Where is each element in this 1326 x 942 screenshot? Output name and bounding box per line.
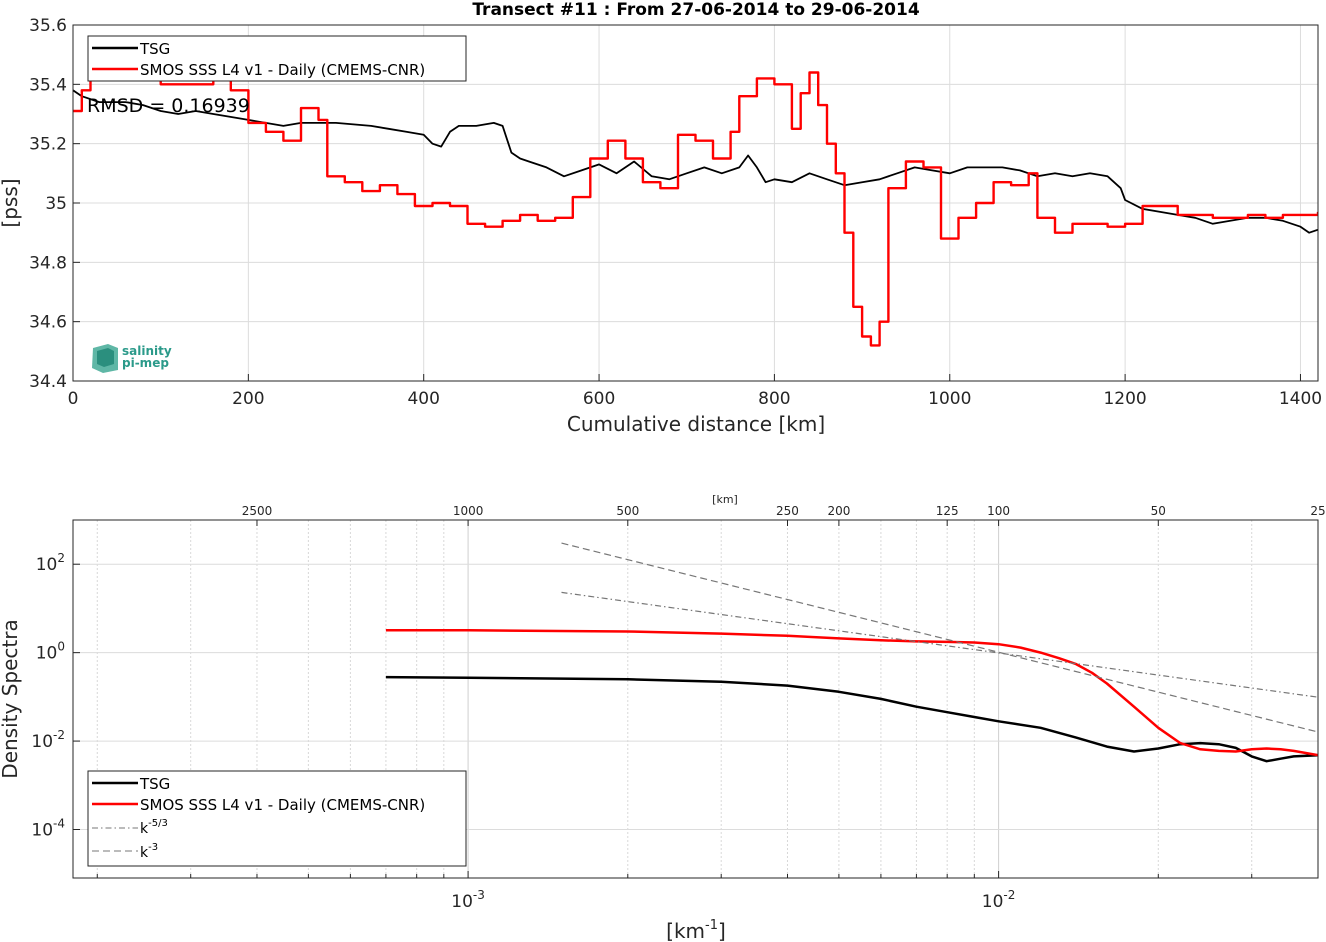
bottom-series-smos-line — [385, 629, 1318, 757]
bottom-y-tick-exp: 2 — [57, 551, 65, 565]
bottom-x-tick-exp: -2 — [1003, 888, 1015, 902]
top-y-tick-label: 35.2 — [29, 135, 67, 155]
top-grid — [73, 25, 1318, 381]
bottom-y-tick-base: 10 — [31, 821, 53, 841]
top-x-tick-label: 200 — [232, 389, 264, 409]
bottom-top-axis-tick-label: 200 — [827, 504, 850, 518]
logo-text-line2: pi-mep — [122, 356, 169, 370]
legend-k3-base: k — [140, 845, 149, 861]
bottom-y-tick-base: 10 — [31, 732, 53, 752]
bottom-top-axis-tick-label: 125 — [936, 504, 959, 518]
top-x-tick-label: 1400 — [1279, 389, 1322, 409]
logo-icon-dark — [97, 348, 114, 367]
top-y-axis-label: [pss] — [0, 178, 22, 227]
bottom-y-tick-base: 10 — [36, 644, 58, 664]
top-legend-label-tsg: TSG — [139, 40, 170, 58]
bottom-y-tick-label: 10-2 — [31, 728, 65, 752]
bottom-x-tick-exp: -3 — [473, 888, 485, 902]
bottom-plot-clip — [385, 542, 1318, 763]
bottom-top-axis-tick-label: 25 — [1310, 504, 1325, 518]
top-y-tick-label: 34.8 — [29, 253, 67, 273]
top-tick-labels: 0 200 400 600 800 1000 1200 1400 34.4 34.6 34.8 35 3… — [29, 16, 1322, 409]
bottom-x-tick-label: 10-2 — [982, 888, 1016, 912]
bottom-y-tick-exp: 0 — [57, 640, 65, 654]
legend-k53-exp: -5/3 — [148, 818, 168, 829]
bottom-legend-label-k53: k-5/3 — [140, 818, 168, 837]
top-panel: Transect #11 : From 27-06-2014 to 29-06-… — [0, 0, 1322, 436]
top-series-tsg-line — [73, 89, 1318, 234]
bottom-x-axis-label-exp: -1 — [705, 918, 718, 933]
bottom-y-tick-label: 100 — [36, 640, 65, 664]
bottom-x-tick-base: 10 — [451, 892, 473, 912]
top-series-smos-line — [73, 65, 1318, 347]
bottom-top-axis-tick-label: 100 — [987, 504, 1010, 518]
bottom-y-tick-base: 10 — [36, 555, 58, 575]
top-x-tick-label: 0 — [68, 389, 79, 409]
top-y-tick-label: 34.6 — [29, 313, 67, 333]
legend-k53-base: k — [140, 821, 149, 837]
bottom-legend-box — [87, 770, 467, 867]
bottom-series-k3-line — [561, 542, 1318, 733]
top-series-layer — [73, 65, 1318, 347]
bottom-legend-label-smos: SMOS SSS L4 v1 - Daily (CMEMS-CNR) — [140, 796, 425, 814]
top-chart-title: Transect #11 : From 27-06-2014 to 29-06-… — [472, 0, 920, 20]
top-x-tick-label: 400 — [407, 389, 439, 409]
bottom-top-axis-tick-label: 1000 — [453, 504, 484, 518]
bottom-y-tick-exp: -2 — [53, 728, 65, 742]
logo-text-line1: salinity — [122, 344, 172, 358]
bottom-top-axis-tick-label: 2500 — [242, 504, 273, 518]
rmsd-annotation: RMSD = 0.16939 — [87, 95, 250, 117]
bottom-y-tick-label: 10-4 — [31, 817, 65, 841]
bottom-x-tick-base: 10 — [982, 892, 1004, 912]
bottom-top-axis-tick-label: 50 — [1151, 504, 1166, 518]
salinity-pi-mep-logo: salinity pi-mep — [92, 344, 172, 373]
bottom-x-axis-label-close: ] — [718, 919, 726, 942]
bottom-y-tick-exp: -4 — [53, 817, 65, 831]
bottom-y-axis-label: Density Spectra — [0, 619, 22, 778]
bottom-x-axis-label: [km-1] — [666, 918, 726, 942]
top-x-tick-label: 1000 — [928, 389, 971, 409]
bottom-series-tsg-line — [385, 675, 1318, 763]
top-y-tick-label: 35.4 — [29, 75, 67, 95]
bottom-plot-frame — [72, 519, 1319, 879]
bottom-series-k53-line — [561, 591, 1318, 698]
bottom-top-axis-label: [km] — [712, 493, 738, 506]
top-x-axis-label: Cumulative distance [km] — [567, 412, 825, 436]
bottom-x-axis-label-main: [km — [666, 919, 705, 942]
bottom-legend-label-k3: k-3 — [140, 842, 158, 861]
top-y-tick-label: 35 — [45, 194, 67, 214]
legend-k3-exp: -3 — [148, 842, 158, 853]
bottom-top-axis-tick-label: 250 — [776, 504, 799, 518]
bottom-legend: TSG SMOS SSS L4 v1 - Daily (CMEMS-CNR) k… — [87, 770, 467, 867]
top-legend: TSG SMOS SSS L4 v1 - Daily (CMEMS-CNR) — [87, 35, 467, 82]
bottom-top-axis-tick-label: 500 — [616, 504, 639, 518]
top-x-tick-label: 800 — [758, 389, 790, 409]
top-x-tick-label: 600 — [583, 389, 615, 409]
top-x-tick-label: 1200 — [1103, 389, 1146, 409]
top-legend-label-smos: SMOS SSS L4 v1 - Daily (CMEMS-CNR) — [140, 61, 425, 79]
bottom-x-tick-label: 10-3 — [451, 888, 485, 912]
bottom-y-tick-label: 102 — [36, 551, 65, 575]
bottom-legend-label-tsg: TSG — [139, 775, 170, 793]
top-legend-box — [87, 35, 467, 82]
top-y-tick-label: 34.4 — [29, 372, 67, 392]
bottom-series-layer — [385, 542, 1318, 763]
top-plot-clip — [73, 65, 1318, 347]
top-y-tick-label: 35.6 — [29, 16, 67, 36]
